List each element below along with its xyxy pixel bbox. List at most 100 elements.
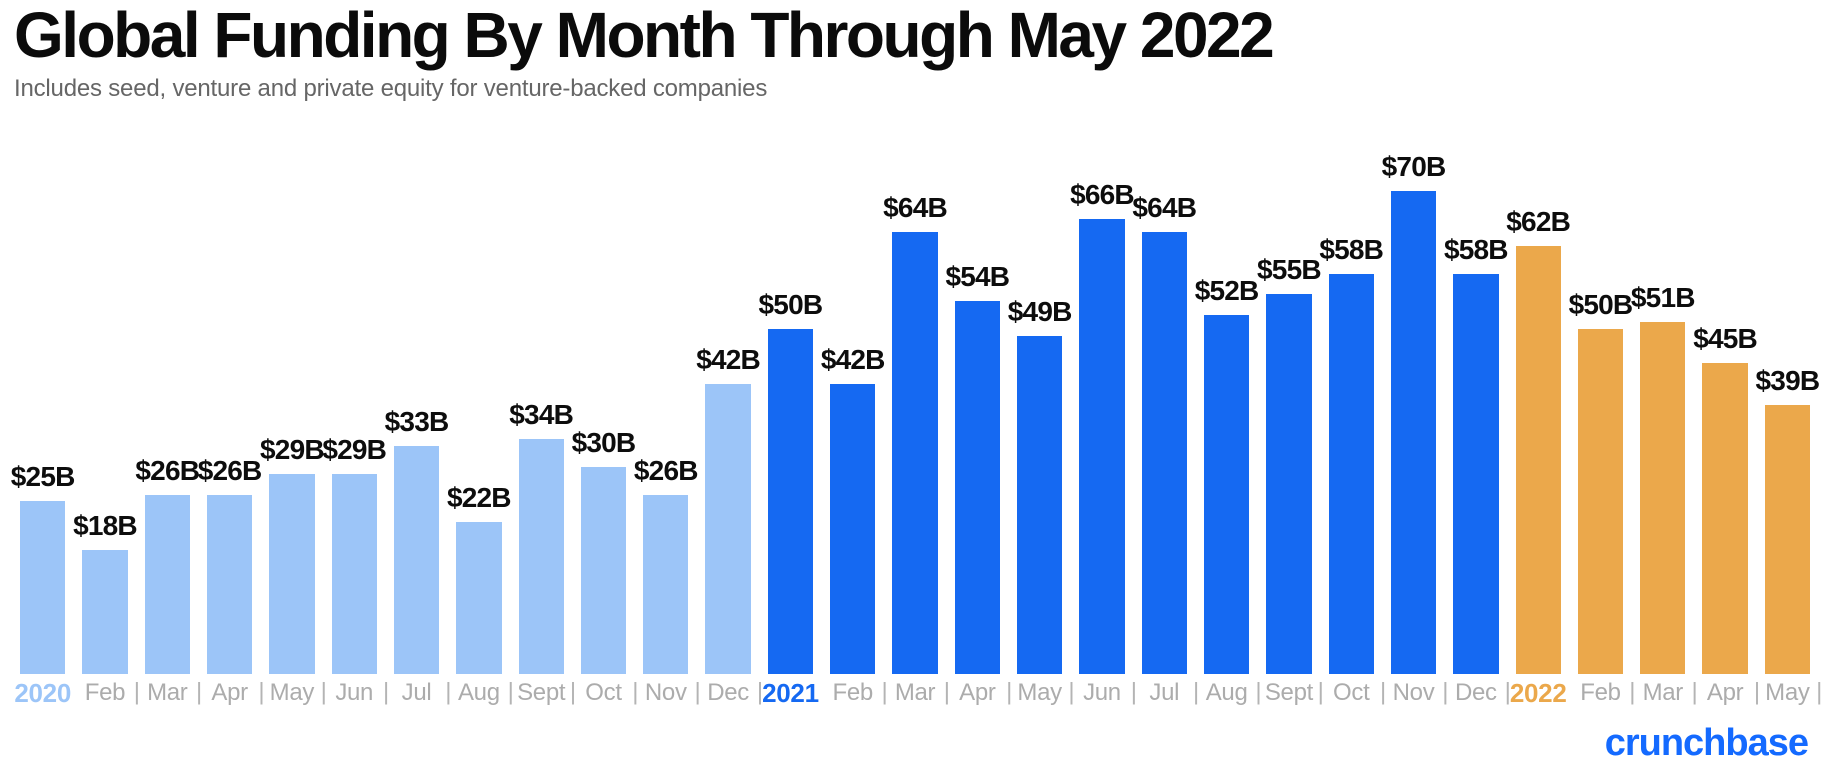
- axis-month-label: Aug |: [456, 674, 514, 712]
- axis-label-text: Aug: [457, 679, 500, 706]
- bar-column: $70B Nov |: [1382, 150, 1449, 712]
- plot-area: $26B: [634, 150, 698, 674]
- bar-2020-mar: [144, 495, 190, 674]
- bar-value-label: $26B: [633, 455, 699, 486]
- page-subtitle: Includes seed, venture and private equit…: [14, 75, 768, 103]
- bar-2021-mar: [892, 232, 938, 674]
- plot-area: $66B: [1070, 150, 1135, 674]
- axis-month-label: May |: [1017, 674, 1074, 712]
- axis-tick-separator: |: [1317, 678, 1324, 706]
- bar-column: $62B 2022: [1506, 150, 1571, 712]
- axis-tick-separator: |: [1691, 678, 1698, 706]
- bar-2020-nov: [643, 495, 689, 674]
- bar-2020-may: [269, 474, 315, 674]
- axis-month-label: Dec |: [705, 674, 763, 712]
- plot-area: $70B: [1382, 150, 1446, 674]
- bar-value-label: $49B: [1007, 296, 1073, 327]
- bar-column: $22B Aug |: [447, 150, 514, 712]
- axis-tick-separator: |: [1442, 678, 1449, 706]
- bar-2020-aug: [456, 522, 502, 674]
- bar-2021-jun: [1079, 219, 1125, 674]
- bar-column: $51B Mar |: [1631, 150, 1698, 712]
- axis-label-text: Apr: [211, 679, 248, 706]
- axis-month-label: Jun |: [332, 674, 389, 712]
- plot-area: $58B: [1319, 150, 1384, 674]
- axis-label-text: Feb: [832, 679, 873, 706]
- axis-label-text: Sept: [517, 679, 566, 706]
- bar-2020-jul: [393, 446, 440, 674]
- axis-month-label: Feb |: [1578, 674, 1635, 712]
- bar-2020-sept: [518, 439, 564, 674]
- plot-area: $26B: [198, 150, 262, 674]
- bar-column: $55B Sept |: [1257, 150, 1324, 712]
- bar-value-label: $29B: [322, 434, 387, 465]
- axis-label-text: Sept: [1264, 679, 1313, 706]
- axis-tick-separator: |: [1753, 678, 1760, 706]
- axis-tick-separator: |: [694, 678, 701, 706]
- bar-value-label: $55B: [1257, 254, 1322, 285]
- plot-area: $62B: [1506, 150, 1571, 674]
- bar-column: $54B Apr |: [945, 150, 1012, 712]
- plot-area: $33B: [385, 150, 449, 674]
- plot-area: $52B: [1195, 150, 1259, 674]
- axis-label-text: Feb: [84, 679, 126, 706]
- bar-column: $29B May |: [260, 150, 327, 712]
- axis-tick-separator: |: [632, 678, 639, 706]
- axis-label-text: Oct: [1333, 679, 1370, 706]
- plot-area: $30B: [572, 150, 636, 674]
- bar-2020-oct: [580, 467, 627, 674]
- bar-2020-feb: [82, 550, 128, 674]
- bar-value-label: $30B: [571, 427, 637, 458]
- axis-tick-separator: |: [881, 678, 888, 706]
- bar-column: $33B Jul |: [385, 150, 452, 712]
- plot-area: $42B: [696, 150, 761, 674]
- axis-month-label: Aug |: [1204, 674, 1262, 712]
- axis-month-label: Nov |: [643, 674, 701, 712]
- bar-value-label: $33B: [384, 406, 450, 437]
- axis-label-text: Aug: [1205, 679, 1248, 706]
- bar-2021-dec: [1453, 274, 1499, 674]
- bar-2022-jan: [1515, 246, 1561, 674]
- axis-year-label: 2020: [14, 674, 71, 712]
- axis-tick-separator: |: [756, 678, 763, 706]
- bar-2020-jun: [331, 474, 377, 674]
- axis-month-label: Feb |: [830, 674, 887, 712]
- axis-month-label: May |: [269, 674, 327, 712]
- plot-area: $54B: [945, 150, 1010, 674]
- axis-label-text: 2022: [1509, 677, 1567, 708]
- bar-column: $49B May |: [1008, 150, 1075, 712]
- axis-month-label: Mar |: [145, 674, 202, 712]
- axis-year-label: 2022: [1510, 674, 1567, 712]
- bar-column: $50B 2021: [759, 150, 824, 712]
- axis-tick-separator: |: [1504, 678, 1511, 706]
- bar-column: $64B Mar |: [883, 150, 950, 712]
- bar-value-label: $66B: [1070, 179, 1135, 210]
- bar-value-label: $42B: [820, 344, 886, 375]
- plot-area: $50B: [759, 150, 823, 674]
- axis-month-label: Sept |: [1264, 674, 1324, 712]
- axis-month-label: May |: [1765, 674, 1822, 712]
- bar-column: $26B Nov |: [634, 150, 701, 712]
- axis-tick-separator: |: [1816, 678, 1823, 706]
- bar-value-label: $26B: [197, 455, 263, 486]
- bar-column: $42B Dec |: [696, 150, 763, 712]
- bar-2022-apr: [1702, 363, 1748, 674]
- bar-2021-aug: [1203, 315, 1250, 674]
- axis-tick-separator: |: [258, 678, 265, 706]
- bar-column: $58B Oct |: [1319, 150, 1386, 712]
- axis-tick-separator: |: [1255, 678, 1262, 706]
- bar-value-label: $25B: [10, 461, 76, 492]
- bar-column: $42B Feb |: [821, 150, 888, 712]
- bar-2022-mar: [1640, 322, 1686, 674]
- axis-month-label: Oct |: [1329, 674, 1386, 712]
- bar-value-label: $58B: [1443, 234, 1509, 265]
- axis-tick-separator: |: [133, 678, 140, 706]
- axis-month-label: Apr |: [207, 674, 264, 712]
- axis-label-text: Jun: [1083, 679, 1121, 706]
- bar-2020-apr: [206, 495, 253, 674]
- bar-2021-apr: [954, 301, 1000, 674]
- plot-area: $29B: [322, 150, 387, 674]
- bar-2021-sept: [1266, 294, 1312, 674]
- axis-month-label: Mar |: [1640, 674, 1698, 712]
- axis-label-text: Jul: [401, 679, 432, 706]
